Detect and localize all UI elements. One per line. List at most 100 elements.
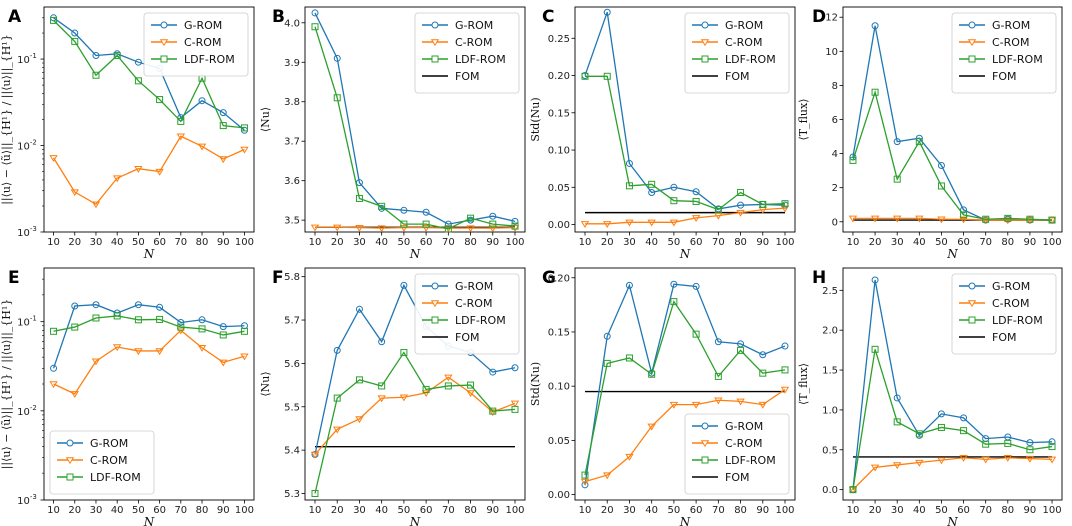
data-point	[893, 418, 901, 426]
data-point	[177, 323, 185, 331]
data-point	[736, 398, 745, 406]
legend-label: G-ROM	[455, 19, 493, 32]
data-point	[625, 182, 633, 190]
legend-label: C-ROM	[992, 297, 1029, 310]
x-tick-label: 30	[353, 237, 366, 248]
data-point	[893, 175, 901, 183]
y-tick-label: 0.15	[548, 108, 570, 119]
x-tick-label: 100	[775, 505, 794, 516]
panel-H: H 10 20 30 40 50 60 70 80 90 100 N 0.0 0.5 1.0 1.5 2.0 2.…	[797, 267, 1063, 526]
data-point	[781, 200, 789, 208]
y-axis-label: Std(Nu)	[529, 362, 542, 406]
data-point	[960, 427, 968, 435]
data-point	[871, 276, 879, 284]
legend: G-ROM C-ROM LDF-ROM FOM	[951, 273, 1057, 355]
y-tick-label: 10-2	[17, 139, 37, 153]
data-point	[1047, 456, 1057, 464]
axes-frame	[842, 267, 1063, 501]
x-tick-label: 80	[464, 237, 477, 248]
x-tick-label: 90	[756, 237, 769, 248]
data-point	[400, 220, 408, 228]
data-point	[488, 409, 497, 417]
data-point	[893, 138, 901, 146]
data-point	[70, 391, 79, 399]
x-tick-label: 40	[111, 505, 124, 516]
data-point	[714, 372, 722, 380]
data-point	[1004, 214, 1012, 222]
y-tick-label: 5.4	[284, 446, 300, 457]
y-tick-label: 8	[832, 81, 838, 92]
data-point	[870, 464, 880, 472]
data-point	[422, 208, 430, 216]
data-point	[714, 212, 723, 220]
data-point	[781, 366, 789, 374]
data-point	[937, 410, 945, 418]
legend: G-ROM C-ROM LDF-ROM	[143, 12, 249, 77]
data-point	[647, 219, 656, 227]
data-point	[311, 23, 319, 31]
data-point	[134, 348, 143, 356]
panel-letter: C	[542, 7, 554, 27]
data-point	[113, 312, 121, 320]
series-line-ldf-rom	[314, 351, 516, 494]
legend-label: C-ROM	[992, 36, 1029, 49]
data-point	[92, 314, 100, 322]
legend-marker	[700, 440, 710, 448]
data-point	[1026, 215, 1034, 223]
data-point	[400, 206, 408, 214]
data-point	[219, 323, 227, 331]
data-point	[466, 225, 475, 233]
y-tick-label: 3.5	[284, 216, 300, 227]
legend-label: G-ROM	[725, 420, 763, 433]
data-point	[736, 209, 745, 217]
legend-marker	[968, 55, 976, 63]
data-point	[625, 281, 633, 289]
legend-box	[951, 273, 1057, 355]
series-line-ldf-rom	[53, 19, 245, 129]
x-tick-label: 10	[847, 505, 860, 516]
series-line-ldf-rom	[852, 349, 1053, 490]
x-tick-label: 40	[375, 505, 388, 516]
data-point	[871, 345, 879, 353]
data-point	[400, 281, 408, 289]
data-point	[511, 364, 519, 372]
x-tick-label: 90	[1024, 505, 1037, 516]
data-point	[625, 354, 633, 362]
legend-marker	[701, 21, 709, 29]
data-point	[692, 330, 700, 338]
y-tick-label: 3.6	[284, 176, 300, 187]
data-point	[176, 327, 186, 335]
y-tick-label: 5.8	[284, 272, 300, 283]
y-tick-label: 5.6	[284, 359, 300, 370]
data-point	[714, 206, 722, 214]
legend-label: G-ROM	[992, 280, 1030, 293]
x-tick-label: 100	[505, 505, 524, 516]
x-tick-label: 100	[1042, 237, 1061, 248]
legend: G-ROM C-ROM LDF-ROM FOM	[414, 273, 520, 355]
legend-marker	[66, 473, 74, 481]
y-tick-label: 2	[832, 183, 838, 194]
data-point	[113, 51, 121, 59]
y-tick-label: 6	[832, 115, 838, 126]
data-point	[134, 301, 142, 309]
data-point	[959, 216, 968, 224]
y-tick-label: 0.00	[548, 490, 570, 501]
data-point	[893, 215, 902, 223]
data-point	[240, 146, 249, 154]
data-point	[49, 155, 58, 163]
data-point	[692, 188, 700, 196]
x-tick-label: 100	[235, 237, 254, 248]
data-point	[1004, 439, 1012, 447]
data-point	[421, 224, 431, 232]
legend-marker	[430, 300, 440, 308]
legend-label: FOM	[455, 70, 479, 83]
x-tick-label: 60	[690, 237, 703, 248]
y-tick-label: 5.3	[284, 489, 300, 500]
data-point	[134, 77, 142, 85]
series-line-c-rom	[852, 217, 1053, 221]
data-point	[670, 280, 678, 288]
x-tick-label: 40	[645, 237, 658, 248]
legend-label: FOM	[725, 70, 749, 83]
data-point	[240, 327, 248, 335]
y-tick-label: 5.5	[284, 402, 300, 413]
